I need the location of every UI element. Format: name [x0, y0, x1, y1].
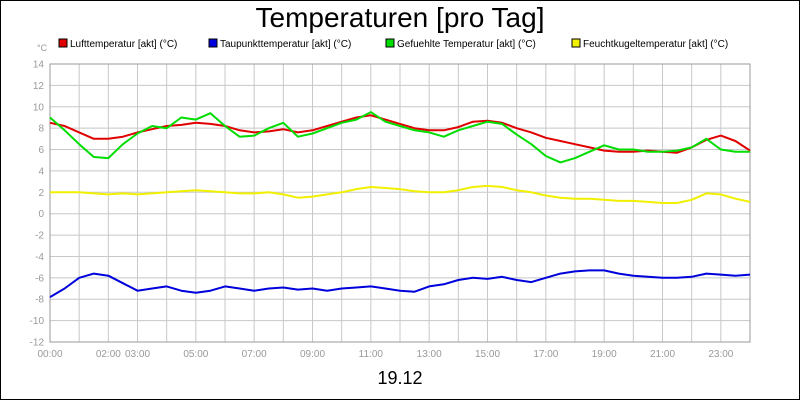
- series-line-2: [49, 111, 750, 164]
- legend-label: Feuchtkugeltemperatur [akt] (°C): [583, 39, 728, 50]
- y-tick-label: 4: [38, 166, 44, 177]
- chart-title: Temperaturen [pro Tag]: [255, 2, 545, 33]
- x-tick-label: 23:00: [708, 349, 733, 360]
- y-unit-label: °C: [37, 43, 48, 53]
- y-tick-label: -12: [30, 338, 45, 349]
- y-tick-label: -2: [35, 231, 44, 242]
- series-layer: [49, 111, 751, 298]
- legend-swatch: [208, 38, 218, 48]
- x-tick-label: 21:00: [650, 349, 675, 360]
- series-line-0: [49, 114, 751, 154]
- y-tick-label: 6: [38, 145, 44, 156]
- legend-label: Lufttemperatur [akt] (°C): [70, 39, 177, 50]
- legend-item-0: Lufttemperatur [akt] (°C): [58, 38, 177, 50]
- x-tick-label: 00:00: [37, 349, 62, 360]
- x-tick-label: 09:00: [300, 349, 325, 360]
- legend-label: Gefuehlte Temperatur [akt] (°C): [397, 39, 536, 50]
- x-tick-label: 05:00: [183, 349, 208, 360]
- y-tick-label: 8: [38, 124, 44, 135]
- x-tick-label: 03:00: [125, 349, 150, 360]
- y-tick-label: 2: [38, 188, 44, 199]
- legend-swatch: [385, 38, 395, 48]
- legend-item-3: Feuchtkugeltemperatur [akt] (°C): [571, 38, 728, 50]
- legend-label: Taupunkttemperatur [akt] (°C): [220, 39, 351, 50]
- series-line-3: [50, 184, 751, 204]
- series-line-1: [49, 269, 751, 298]
- legend: Lufttemperatur [akt] (°C) Taupunkttempera…: [58, 38, 728, 50]
- x-tick-label: 19:00: [592, 349, 617, 360]
- y-tick-label: 14: [33, 60, 45, 71]
- legend-item-1: Taupunkttemperatur [akt] (°C): [208, 38, 351, 50]
- axis-layer: 14 12 10 8 6 4 2 0 -2 -4 -6 -8 -10 -12 °C 00:00 02:00 03:…: [30, 43, 751, 360]
- y-tick-label: -6: [35, 273, 44, 284]
- y-tick-label: 0: [38, 209, 44, 220]
- x-tick-label: 07:00: [242, 349, 267, 360]
- y-tick-label: 12: [33, 81, 45, 92]
- x-tick-label: 02:00: [96, 349, 121, 360]
- x-tick-label: 13:00: [417, 349, 442, 360]
- y-tick-label: -4: [35, 252, 44, 263]
- y-tick-label: 10: [33, 102, 45, 113]
- x-tick-label: 17:00: [533, 349, 558, 360]
- legend-swatch: [571, 38, 581, 48]
- y-tick-label: -8: [35, 295, 44, 306]
- x-axis-label: 19.12: [377, 368, 423, 388]
- plot-border: [49, 63, 751, 343]
- legend-item-2: Gefuehlte Temperatur [akt] (°C): [385, 38, 536, 50]
- legend-swatch: [58, 38, 68, 48]
- x-tick-label: 15:00: [475, 349, 500, 360]
- y-tick-label: -10: [30, 316, 45, 327]
- x-tick-label: 11:00: [359, 349, 384, 360]
- grid-layer: [49, 63, 751, 343]
